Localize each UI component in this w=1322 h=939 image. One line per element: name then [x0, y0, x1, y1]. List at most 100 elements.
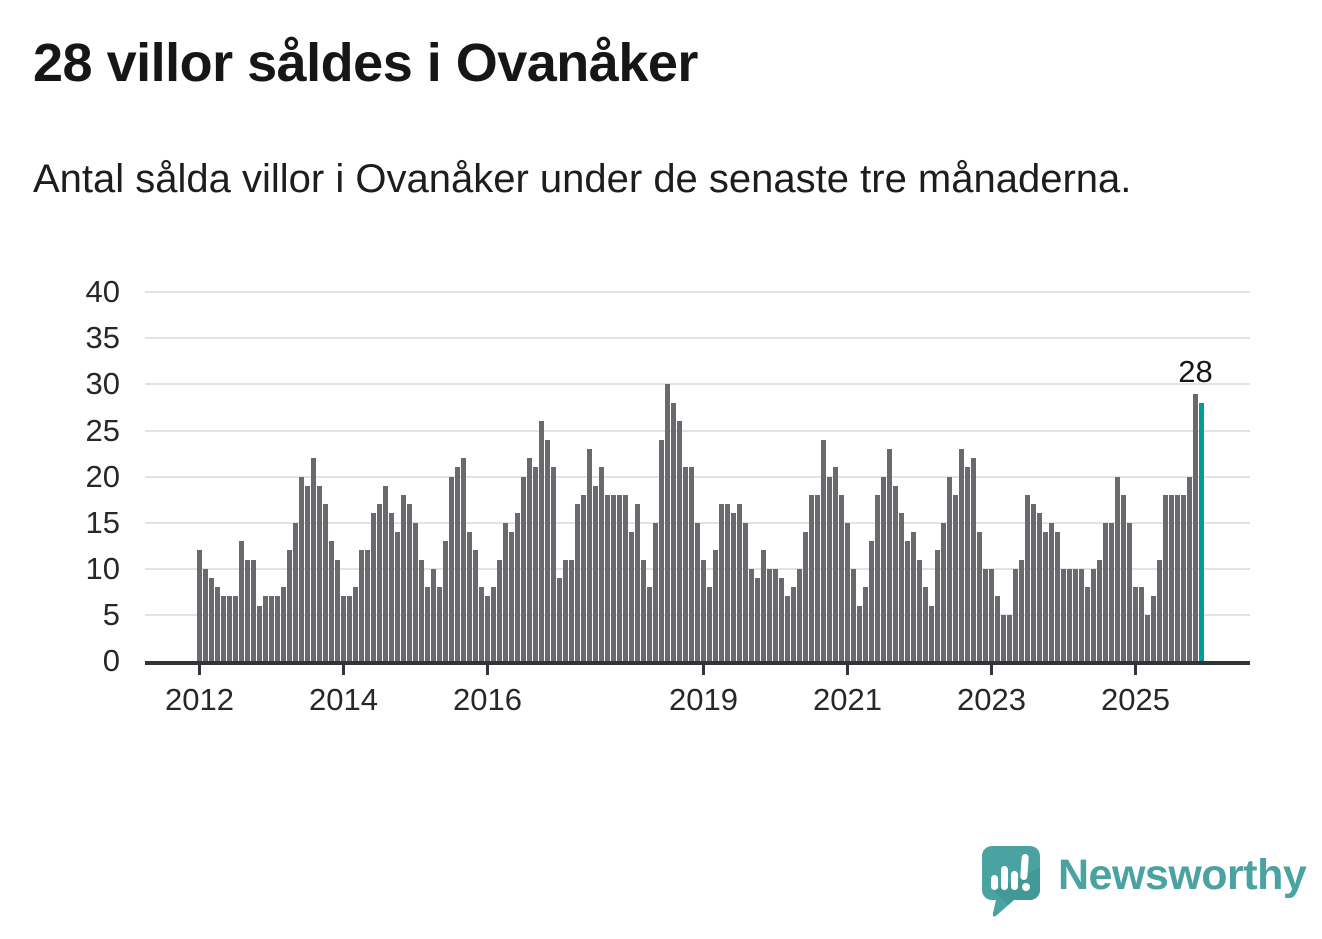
bar	[323, 504, 328, 661]
bar	[1019, 559, 1024, 661]
bar	[509, 531, 514, 661]
bar	[617, 495, 622, 661]
bar	[1025, 495, 1030, 661]
bar	[971, 458, 976, 661]
newsworthy-logo: Newsworthy	[980, 842, 1307, 920]
bar	[947, 476, 952, 661]
bar	[569, 559, 574, 661]
bar	[251, 559, 256, 661]
bar	[257, 605, 262, 661]
bar	[845, 522, 850, 661]
bar	[527, 458, 532, 661]
bar	[671, 402, 676, 661]
bar	[1049, 522, 1054, 661]
bar	[533, 467, 538, 661]
bar	[635, 504, 640, 661]
bar	[491, 587, 496, 661]
bar	[539, 421, 544, 661]
bar	[365, 550, 370, 661]
bar	[665, 384, 670, 661]
y-tick-label: 20	[85, 458, 120, 494]
bar	[611, 495, 616, 661]
bar	[863, 587, 868, 661]
bar	[473, 550, 478, 661]
bar	[629, 531, 634, 661]
bar	[875, 495, 880, 661]
bar	[449, 476, 454, 661]
bar	[959, 448, 964, 661]
x-axis-tick	[1134, 665, 1137, 675]
bar	[815, 495, 820, 661]
bar	[209, 578, 214, 661]
bar	[275, 596, 280, 661]
x-axis-tick	[342, 665, 345, 675]
bar	[341, 596, 346, 661]
bar	[581, 495, 586, 661]
y-tick-label: 15	[85, 504, 120, 540]
gridline	[145, 429, 1250, 432]
bar	[725, 504, 730, 661]
last-value-label: 28	[1178, 353, 1213, 389]
bar	[899, 513, 904, 661]
bar	[935, 550, 940, 661]
bar	[233, 596, 238, 661]
bar	[695, 522, 700, 661]
bar	[503, 522, 508, 661]
bar	[1085, 587, 1090, 661]
y-tick-label: 30	[85, 366, 120, 402]
x-axis-tick	[846, 665, 849, 675]
bar	[1031, 504, 1036, 661]
bar	[941, 522, 946, 661]
newsworthy-logo-text: Newsworthy	[1058, 850, 1307, 899]
bar	[347, 596, 352, 661]
bar	[623, 495, 628, 661]
bar	[1187, 476, 1192, 661]
bar	[1121, 495, 1126, 661]
bar	[995, 596, 1000, 661]
bar	[1103, 522, 1108, 661]
gridline	[145, 383, 1250, 386]
bar	[1193, 393, 1198, 661]
bar	[605, 495, 610, 661]
bar	[731, 513, 736, 661]
bar	[557, 578, 562, 661]
bar	[839, 495, 844, 661]
bar	[317, 485, 322, 661]
bar	[707, 587, 712, 661]
bar	[917, 559, 922, 661]
bar	[1001, 614, 1006, 661]
bar	[893, 485, 898, 661]
bar	[659, 439, 664, 661]
bar	[827, 476, 832, 661]
gridline	[145, 337, 1250, 340]
x-tick-label: 2016	[453, 682, 522, 717]
bar	[419, 559, 424, 661]
bar	[1181, 495, 1186, 661]
bar	[713, 550, 718, 661]
newsworthy-logo-icon	[982, 846, 1040, 917]
bar	[221, 596, 226, 661]
bar	[803, 531, 808, 661]
x-tick-label: 2023	[957, 682, 1026, 717]
x-tick-label: 2012	[165, 682, 234, 717]
bar	[1073, 568, 1078, 661]
bar	[305, 485, 310, 661]
bar	[377, 504, 382, 661]
bar	[599, 467, 604, 661]
bar	[869, 541, 874, 661]
x-tick-label: 2021	[813, 682, 882, 717]
bar	[1157, 559, 1162, 661]
y-tick-label: 35	[85, 320, 120, 356]
page-title: 28 villor såldes i Ovanåker	[33, 33, 698, 93]
gridline	[145, 291, 1250, 294]
y-tick-label: 25	[85, 412, 120, 448]
bar	[689, 467, 694, 661]
bar	[335, 559, 340, 661]
bar	[1115, 476, 1120, 661]
bar	[437, 587, 442, 661]
bar	[281, 587, 286, 661]
bar	[551, 467, 556, 661]
bar	[1097, 559, 1102, 661]
bar	[293, 522, 298, 661]
bar	[1151, 596, 1156, 661]
